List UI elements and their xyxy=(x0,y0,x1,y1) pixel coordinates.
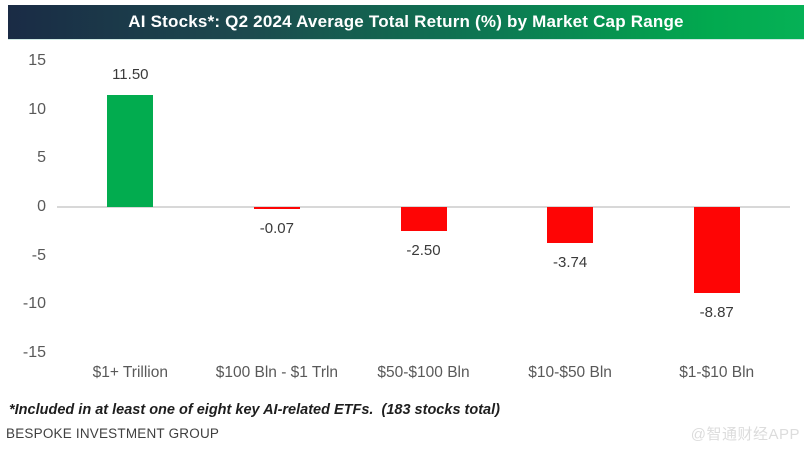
bar-3 xyxy=(400,207,447,232)
y-tick-label: 15 xyxy=(28,51,46,69)
value-label: -2.50 xyxy=(406,242,441,260)
y-tick-label: 10 xyxy=(28,100,46,118)
category-label: $10-$50 Bln xyxy=(528,364,612,381)
category-label: $1+ Trillion xyxy=(92,364,168,381)
y-tick-label: 5 xyxy=(37,149,46,167)
category-label: $50-$100 Bln xyxy=(377,364,470,381)
chart-title-bar: AI Stocks*: Q2 2024 Average Total Return… xyxy=(8,5,804,39)
bar-2 xyxy=(253,207,300,209)
value-label: -3.74 xyxy=(552,254,588,272)
value-label: 11.50 xyxy=(112,65,149,83)
value-label: -0.07 xyxy=(259,220,294,237)
bar-5 xyxy=(693,207,740,294)
category-label: $1-$10 Bln xyxy=(679,364,755,381)
y-tick-label: -5 xyxy=(31,246,46,264)
y-tick-label: -10 xyxy=(22,295,46,313)
y-tick-label: 0 xyxy=(37,198,46,215)
bar-4 xyxy=(547,207,594,244)
bar-1 xyxy=(107,94,154,207)
watermark: @智通财经APP xyxy=(690,426,800,443)
category-label: $100 Bln - $1 Trln xyxy=(215,364,339,381)
chart-title: AI Stocks*: Q2 2024 Average Total Return… xyxy=(128,12,684,31)
y-tick-label: -15 xyxy=(22,344,46,362)
source-label: BESPOKE INVESTMENT GROUP xyxy=(6,426,220,441)
footnote: *Included in at least one of eight key A… xyxy=(9,402,500,418)
value-label: -8.87 xyxy=(699,304,734,322)
